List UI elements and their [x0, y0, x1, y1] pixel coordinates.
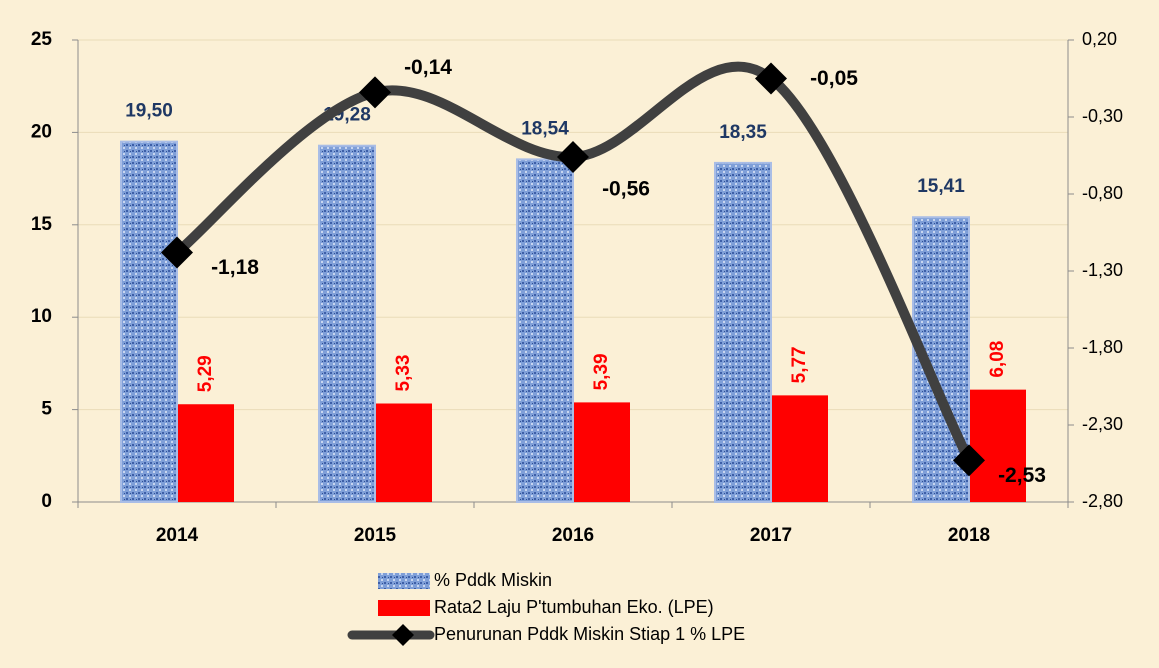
y-tick-label: 10 — [31, 306, 52, 327]
x-tick-label: 2018 — [948, 525, 990, 546]
line-value-label: -2,53 — [998, 464, 1046, 487]
bar-value-label: 19,50 — [125, 101, 173, 122]
line-value-label: -1,18 — [211, 256, 259, 279]
line-value-label: -0,56 — [602, 178, 650, 201]
bar — [574, 402, 630, 502]
bar — [516, 158, 574, 503]
line-value-label: -0,05 — [810, 67, 858, 90]
x-tick-label: 2014 — [156, 525, 199, 546]
bar-value-label: 5,33 — [393, 355, 414, 392]
line-marker — [755, 62, 787, 95]
bar — [178, 404, 234, 502]
bar — [120, 140, 178, 503]
legend-label: % Pddk Miskin — [434, 570, 552, 590]
bar — [714, 161, 772, 503]
line-marker — [161, 236, 193, 269]
x-tick-label: 2017 — [750, 525, 792, 546]
line-marker — [557, 141, 589, 174]
legend-marker — [392, 624, 414, 646]
y2-tick-label: -1,30 — [1082, 260, 1123, 280]
legend-swatch — [378, 573, 430, 589]
legend-label: Penurunan Pddk Miskin Stiap 1 % LPE — [434, 624, 745, 644]
y-tick-label: 0 — [41, 491, 52, 512]
y2-tick-label: -2,30 — [1082, 414, 1123, 434]
bar — [970, 389, 1026, 502]
bar-value-label: 15,41 — [917, 176, 965, 197]
y-tick-label: 25 — [31, 29, 53, 50]
bar-value-label: 5,77 — [789, 346, 810, 383]
y-tick-label: 20 — [31, 121, 52, 142]
y-tick-label: 15 — [31, 214, 53, 235]
y2-tick-label: -0,30 — [1082, 106, 1123, 126]
y2-tick-label: 0,20 — [1082, 29, 1117, 49]
x-tick-label: 2015 — [354, 525, 397, 546]
line-value-label: -0,14 — [404, 56, 452, 79]
bar — [772, 395, 828, 502]
legend-label: Rata2 Laju P'tumbuhan Eko. (LPE) — [434, 597, 714, 617]
line — [172, 61, 974, 466]
bar-value-label: 6,08 — [987, 341, 1008, 378]
bar — [318, 144, 376, 503]
y2-tick-label: -2,80 — [1082, 491, 1123, 511]
y2-tick-label: -1,80 — [1082, 337, 1123, 357]
bar-value-label: 18,35 — [719, 122, 767, 143]
line-marker — [953, 444, 985, 477]
x-tick-label: 2016 — [552, 525, 594, 546]
line-marker — [359, 76, 391, 109]
bar-value-label: 5,39 — [591, 353, 612, 390]
bar-value-label: 18,54 — [521, 118, 569, 139]
y2-tick-label: -0,80 — [1082, 183, 1123, 203]
y-tick-label: 5 — [41, 399, 52, 420]
bar — [376, 403, 432, 502]
legend-swatch — [378, 600, 430, 616]
bar-value-label: 5,29 — [195, 355, 216, 392]
